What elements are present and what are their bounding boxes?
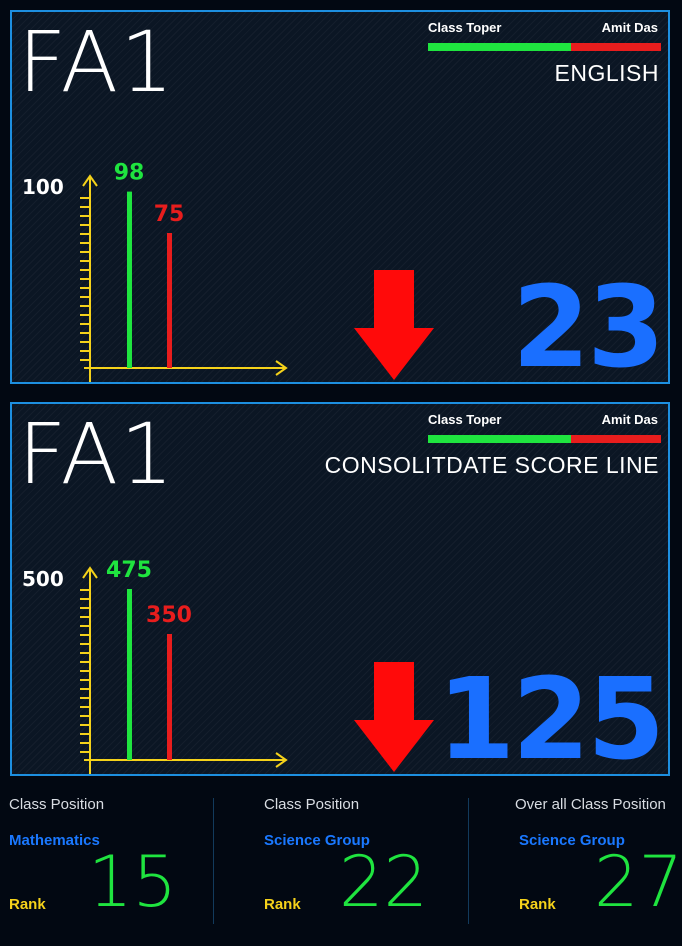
bar-label-class-topper: 475 bbox=[106, 558, 152, 583]
rank-label: Rank bbox=[519, 896, 556, 913]
position-summary: Class Position Mathematics Rank 15 Class… bbox=[0, 786, 682, 946]
position-card-overall: Over all Class Position Science Group Ra… bbox=[510, 786, 682, 946]
subject-title: ENGLISH bbox=[554, 60, 659, 86]
column-divider bbox=[468, 798, 469, 924]
arrow-down-icon bbox=[354, 662, 434, 772]
bar-class-topper bbox=[127, 191, 132, 368]
chart-ticks bbox=[80, 589, 90, 753]
y-max-label: 500 bbox=[22, 567, 64, 591]
position-subject: Mathematics bbox=[9, 832, 100, 849]
exam-title: FA1 bbox=[18, 13, 176, 111]
chart-ticks bbox=[80, 197, 90, 361]
bar-label-student: 350 bbox=[146, 603, 192, 628]
legend-class-topper: Class Toper bbox=[428, 20, 502, 35]
legend-bar-red bbox=[571, 435, 661, 443]
y-max-label: 100 bbox=[22, 175, 64, 199]
rank-value: 27 bbox=[594, 841, 682, 923]
score-difference: 23 bbox=[512, 263, 665, 384]
score-difference: 125 bbox=[437, 655, 665, 776]
score-chart: 100 98 75 bbox=[22, 161, 288, 382]
bar-class-topper bbox=[127, 589, 132, 760]
rank-label: Rank bbox=[264, 896, 301, 913]
legend-bar-red bbox=[571, 43, 661, 51]
score-panel-consolidated: FA1 Class Toper Amit Das CONSOLITDATE SC… bbox=[10, 402, 670, 776]
y-axis-arrowhead bbox=[82, 566, 98, 579]
score-panel-english: FA1 Class Toper Amit Das ENGLISH 100 98 … bbox=[10, 10, 670, 384]
exam-title: FA1 bbox=[18, 405, 176, 503]
position-subject: Science Group bbox=[519, 832, 625, 849]
x-axis-arrowhead bbox=[275, 752, 288, 768]
bar-label-student: 75 bbox=[154, 202, 185, 227]
rank-label: Rank bbox=[9, 896, 46, 913]
position-subject: Science Group bbox=[264, 832, 370, 849]
legend-class-topper: Class Toper bbox=[428, 412, 502, 427]
position-title: Class Position bbox=[9, 796, 105, 813]
legend-student: Amit Das bbox=[601, 20, 658, 35]
y-axis-arrowhead bbox=[82, 174, 98, 187]
bar-student bbox=[167, 233, 172, 368]
position-title: Over all Class Position bbox=[515, 796, 666, 813]
score-chart: 500 475 350 bbox=[22, 558, 288, 774]
position-card-science: Class Position Science Group Rank 22 bbox=[255, 786, 482, 946]
bar-student bbox=[167, 634, 172, 760]
legend-bar-green bbox=[428, 435, 571, 443]
column-divider bbox=[213, 798, 214, 924]
rank-value: 22 bbox=[339, 841, 429, 923]
legend-student: Amit Das bbox=[601, 412, 658, 427]
bar-label-class-topper: 98 bbox=[114, 161, 145, 186]
rank-value: 15 bbox=[88, 841, 178, 923]
x-axis-arrowhead bbox=[275, 360, 288, 376]
legend-bar-green bbox=[428, 43, 571, 51]
arrow-down-icon bbox=[354, 270, 434, 380]
position-title: Class Position bbox=[264, 796, 360, 813]
subject-title: CONSOLITDATE SCORE LINE bbox=[324, 452, 659, 478]
position-card-mathematics: Class Position Mathematics Rank 15 bbox=[0, 786, 227, 946]
